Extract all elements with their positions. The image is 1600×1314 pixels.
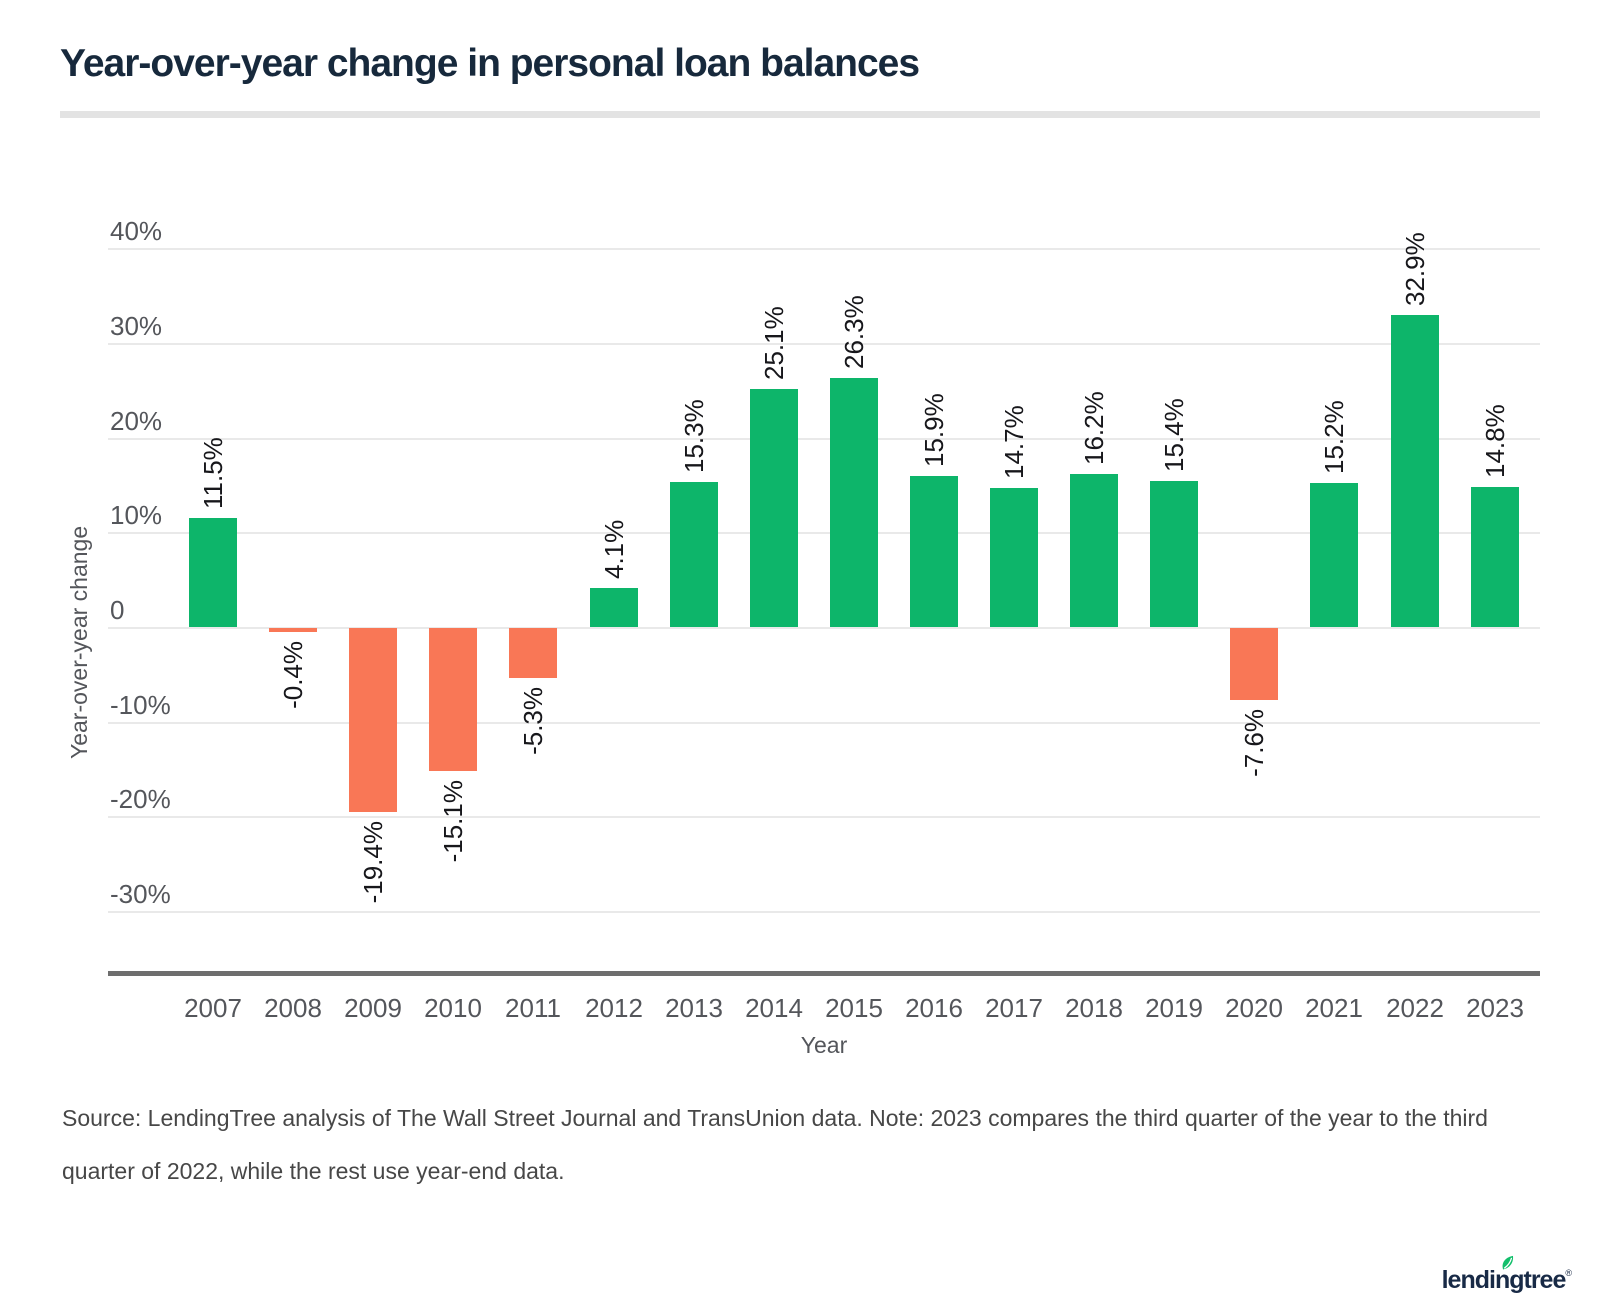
bar-2015: [830, 378, 878, 627]
x-tick-label-2012: 2012: [585, 993, 643, 1023]
bar-value-label: 32.9%: [1400, 232, 1430, 306]
leaf-icon: [1502, 1255, 1513, 1270]
bar-2009: [349, 628, 397, 812]
x-tick-label-2011: 2011: [505, 993, 561, 1023]
y-gridline-20%: [108, 438, 1540, 440]
registered-mark: ®: [1565, 1268, 1572, 1278]
x-tick-label-2020: 2020: [1225, 993, 1283, 1023]
bar-value-label: 15.9%: [919, 393, 949, 467]
x-tick-label-2014: 2014: [745, 993, 803, 1023]
bar-2020: [1230, 628, 1278, 700]
logo-text: lendingtree: [1441, 1266, 1567, 1294]
bar-2023: [1471, 487, 1519, 627]
y-gridline--30%: [108, 911, 1540, 913]
x-tick-label-2013: 2013: [665, 993, 723, 1023]
bar-2007: [189, 518, 237, 627]
bar-value-label: 14.8%: [1480, 404, 1510, 478]
bar-value-label: 25.1%: [759, 306, 789, 380]
x-tick-label-2010: 2010: [424, 993, 482, 1023]
x-tick-label-2021: 2021: [1305, 993, 1363, 1023]
bar-2017: [990, 488, 1038, 627]
bar-value-label: -19.4%: [358, 821, 388, 904]
bar-value-label: 4.1%: [599, 519, 629, 579]
y-tick-label: 20%: [110, 406, 163, 436]
bar-value-label: 15.3%: [679, 399, 709, 473]
bar-value-label: -7.6%: [1239, 709, 1269, 777]
bar-2016: [910, 476, 958, 627]
lendingtree-logo: lendingtree®: [1441, 1255, 1572, 1295]
y-axis-title: Year-over-year change: [66, 525, 92, 759]
bar-value-label: -15.1%: [438, 780, 468, 863]
bar-2013: [670, 482, 718, 627]
bar-value-label: 16.2%: [1079, 391, 1109, 465]
y-tick-label: 0: [110, 595, 125, 625]
y-gridline--10%: [108, 722, 1540, 724]
bar-value-label: -0.4%: [278, 641, 308, 709]
x-tick-label-2019: 2019: [1145, 993, 1203, 1023]
x-axis-line: [108, 971, 1540, 976]
bar-value-label: 15.2%: [1319, 400, 1349, 474]
x-tick-label-2022: 2022: [1386, 993, 1444, 1023]
title-divider: [60, 111, 1540, 118]
bar-2014: [750, 389, 798, 627]
bar-2011: [509, 628, 557, 678]
x-tick-label-2008: 2008: [264, 993, 322, 1023]
y-tick-label: 10%: [110, 500, 163, 530]
y-tick-label: -10%: [110, 690, 171, 720]
page-title: Year-over-year change in personal loan b…: [60, 42, 920, 85]
y-tick-label: -20%: [110, 784, 171, 814]
bar-2018: [1070, 474, 1118, 627]
bar-value-label: 11.5%: [198, 437, 228, 509]
bar-value-label: 14.7%: [999, 405, 1029, 479]
x-tick-label-2015: 2015: [825, 993, 883, 1023]
bar-2021: [1310, 483, 1358, 627]
y-tick-label: -30%: [110, 879, 171, 909]
bar-2008: [269, 628, 317, 632]
x-tick-label-2007: 2007: [184, 993, 242, 1023]
bar-value-label: 26.3%: [839, 295, 869, 369]
bar-2012: [590, 588, 638, 627]
bar-chart: 40% 30% 20% 10% 0 -10% -20% -30% 11.5% -0.4% -19.4…: [108, 160, 1540, 1080]
x-tick-label-2009: 2009: [344, 993, 402, 1023]
bar-2019: [1150, 481, 1198, 627]
x-tick-label-2023: 2023: [1466, 993, 1524, 1023]
y-gridline--20%: [108, 816, 1540, 818]
x-tick-label-2016: 2016: [905, 993, 963, 1023]
x-axis-title: Year: [800, 1032, 848, 1058]
x-tick-label-2018: 2018: [1065, 993, 1123, 1023]
y-gridline-0: [108, 627, 1540, 629]
source-note: Source: LendingTree analysis of The Wall…: [62, 1105, 1488, 1184]
y-tick-label: 30%: [110, 311, 163, 341]
y-gridline-40%: [108, 248, 1540, 250]
x-tick-label-2017: 2017: [985, 993, 1043, 1023]
bar-2010: [429, 628, 477, 771]
y-gridline-10%: [108, 532, 1540, 534]
bar-value-label: 15.4%: [1159, 398, 1189, 472]
y-tick-label: 40%: [110, 216, 163, 246]
y-gridline-30%: [108, 343, 1540, 345]
bar-value-label: -5.3%: [518, 687, 548, 755]
bar-2022: [1391, 315, 1439, 627]
